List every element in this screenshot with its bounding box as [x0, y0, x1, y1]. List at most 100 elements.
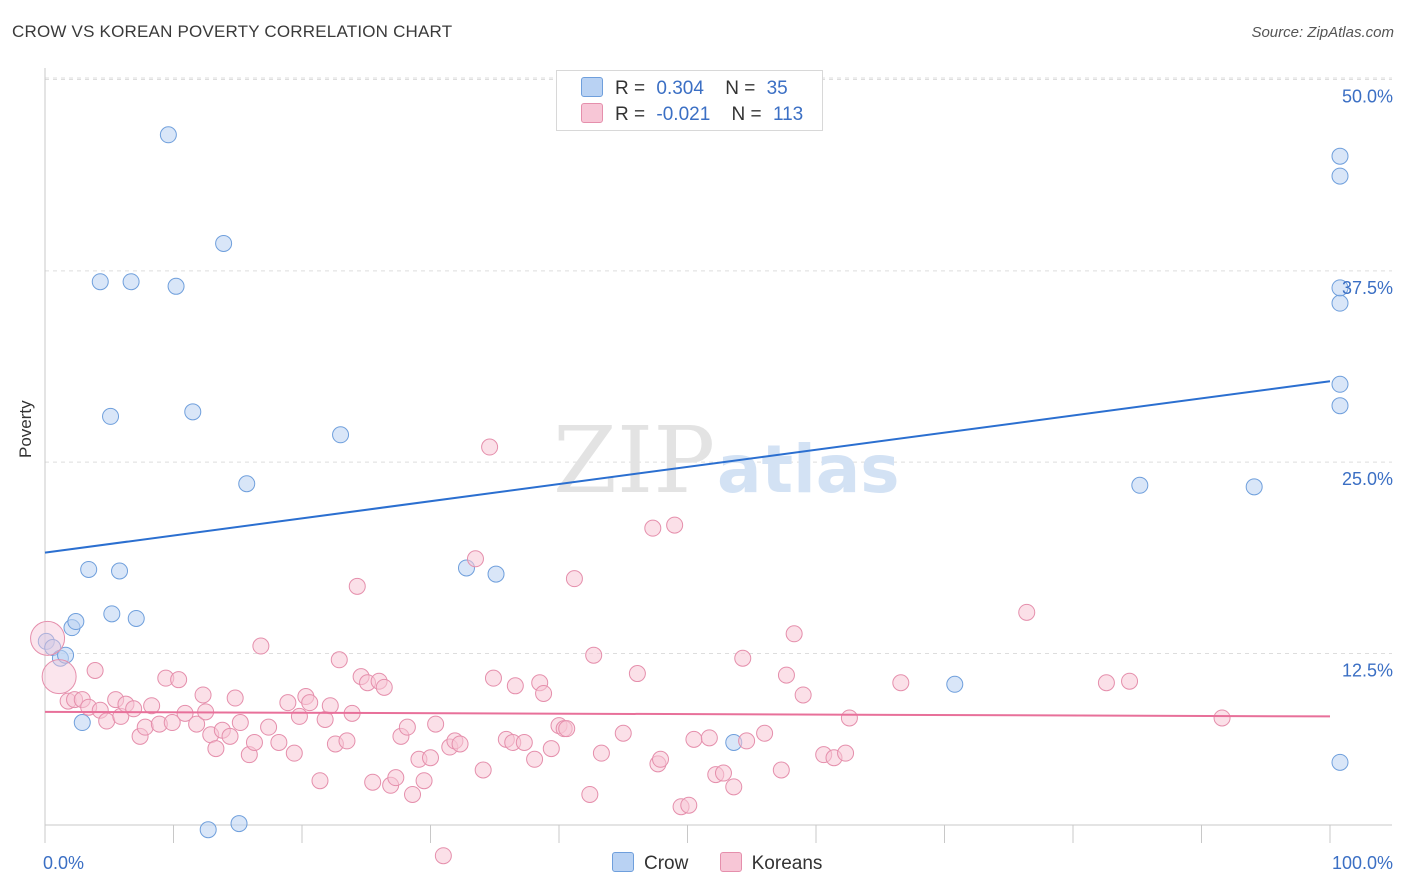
- crow-n-label: N =: [725, 78, 756, 99]
- korean-point: [714, 764, 732, 782]
- korean-point: [794, 686, 812, 704]
- korean-point: [170, 671, 188, 689]
- legend-item-koreans[interactable]: Koreans: [719, 852, 823, 875]
- korean-point: [772, 761, 790, 779]
- crow-point: [111, 562, 129, 580]
- korean-point: [652, 750, 670, 768]
- crow-point: [80, 560, 98, 578]
- gridlines: [45, 77, 1392, 654]
- korean-point: [558, 720, 576, 738]
- korean-point: [136, 718, 154, 736]
- watermark-zip: ZIP: [553, 407, 715, 514]
- trend-lines: [44, 380, 1331, 718]
- korean-point: [163, 714, 181, 732]
- korean-point: [364, 773, 382, 791]
- korean-trend-line: [44, 710, 1331, 718]
- legend-row-koreans: R = -0.021 N = 113: [581, 103, 803, 125]
- y-tick-label: 12.5%: [1342, 661, 1393, 681]
- korean-point: [451, 735, 469, 753]
- korean-point: [427, 715, 445, 733]
- korean-point: [1121, 672, 1139, 690]
- korean-point: [680, 796, 698, 814]
- tick-labels: 12.5% 25.0% 37.5% 50.0% 0.0% 100.0%: [43, 87, 1393, 874]
- crow-point: [1331, 147, 1349, 165]
- korean-point: [321, 697, 339, 715]
- korean-r-label: R =: [615, 104, 646, 125]
- crow-point: [1331, 375, 1349, 393]
- korean-point: [226, 689, 244, 707]
- crow-r-value: 0.304: [656, 78, 704, 99]
- korean-point: [330, 651, 348, 669]
- korean-point: [734, 649, 752, 667]
- korean-legend-swatch: [719, 852, 742, 872]
- korean-legend-label: Koreans: [751, 853, 823, 874]
- korean-point: [311, 772, 329, 790]
- korean-point: [434, 847, 452, 865]
- crow-point: [167, 277, 185, 295]
- korean-point: [290, 707, 308, 725]
- korean-point: [279, 694, 297, 712]
- korean-point: [592, 744, 610, 762]
- korean-point: [892, 674, 910, 692]
- korean-point: [387, 769, 405, 787]
- korean-point: [348, 577, 366, 595]
- korean-point: [270, 733, 288, 751]
- korean-point: [252, 637, 270, 655]
- y-axis-label: Poverty: [16, 400, 35, 458]
- crow-point: [946, 675, 964, 693]
- korean-point: [840, 709, 858, 727]
- korean-point: [245, 733, 263, 751]
- watermark: ZIP atlas: [553, 407, 900, 514]
- crow-point: [184, 403, 202, 421]
- y-tick-label: 37.5%: [1342, 278, 1393, 298]
- crow-point: [1131, 476, 1149, 494]
- korean-point: [700, 729, 718, 747]
- korean-point: [143, 697, 161, 715]
- korean-point: [207, 740, 225, 758]
- korean-point: [526, 750, 544, 768]
- korean-point: [404, 785, 422, 803]
- korean-point: [30, 620, 66, 656]
- korean-point: [581, 785, 599, 803]
- crow-point: [199, 821, 217, 839]
- crow-legend-swatch: [612, 852, 634, 872]
- korean-point: [756, 724, 774, 742]
- y-tick-label: 50.0%: [1342, 87, 1393, 107]
- crow-point: [1245, 478, 1263, 496]
- crow-point: [127, 609, 145, 627]
- series-legend: Crow Koreans: [612, 852, 848, 875]
- korean-point: [685, 730, 703, 748]
- korean-point: [194, 686, 212, 704]
- source-label: Source: ZipAtlas.com: [1251, 24, 1394, 41]
- legend-item-crow[interactable]: Crow: [612, 852, 688, 875]
- crow-point: [67, 613, 85, 631]
- crow-legend-label: Crow: [644, 853, 689, 874]
- korean-point: [398, 718, 416, 736]
- korean-point: [666, 516, 684, 534]
- data-points: [30, 126, 1349, 865]
- crow-point: [122, 273, 140, 291]
- korean-point: [614, 724, 632, 742]
- korean-point: [41, 659, 77, 695]
- korean-point: [231, 714, 249, 732]
- korean-point: [481, 438, 499, 456]
- korean-point: [176, 704, 194, 722]
- crow-swatch: [581, 77, 603, 97]
- crow-point: [73, 714, 91, 732]
- korean-point: [785, 625, 803, 643]
- korean-point: [98, 712, 116, 730]
- watermark-atlas: atlas: [717, 431, 900, 508]
- korean-point: [738, 732, 756, 750]
- crow-point: [103, 605, 121, 623]
- crow-r-label: R =: [615, 78, 646, 99]
- crow-trend-line: [44, 380, 1331, 554]
- korean-point: [777, 666, 795, 684]
- crow-n-value: 35: [766, 78, 788, 99]
- crow-point: [1331, 753, 1349, 771]
- korean-point: [565, 570, 583, 588]
- korean-point: [644, 519, 662, 537]
- korean-point: [422, 749, 439, 767]
- korean-swatch: [581, 103, 603, 123]
- korean-point: [484, 669, 502, 687]
